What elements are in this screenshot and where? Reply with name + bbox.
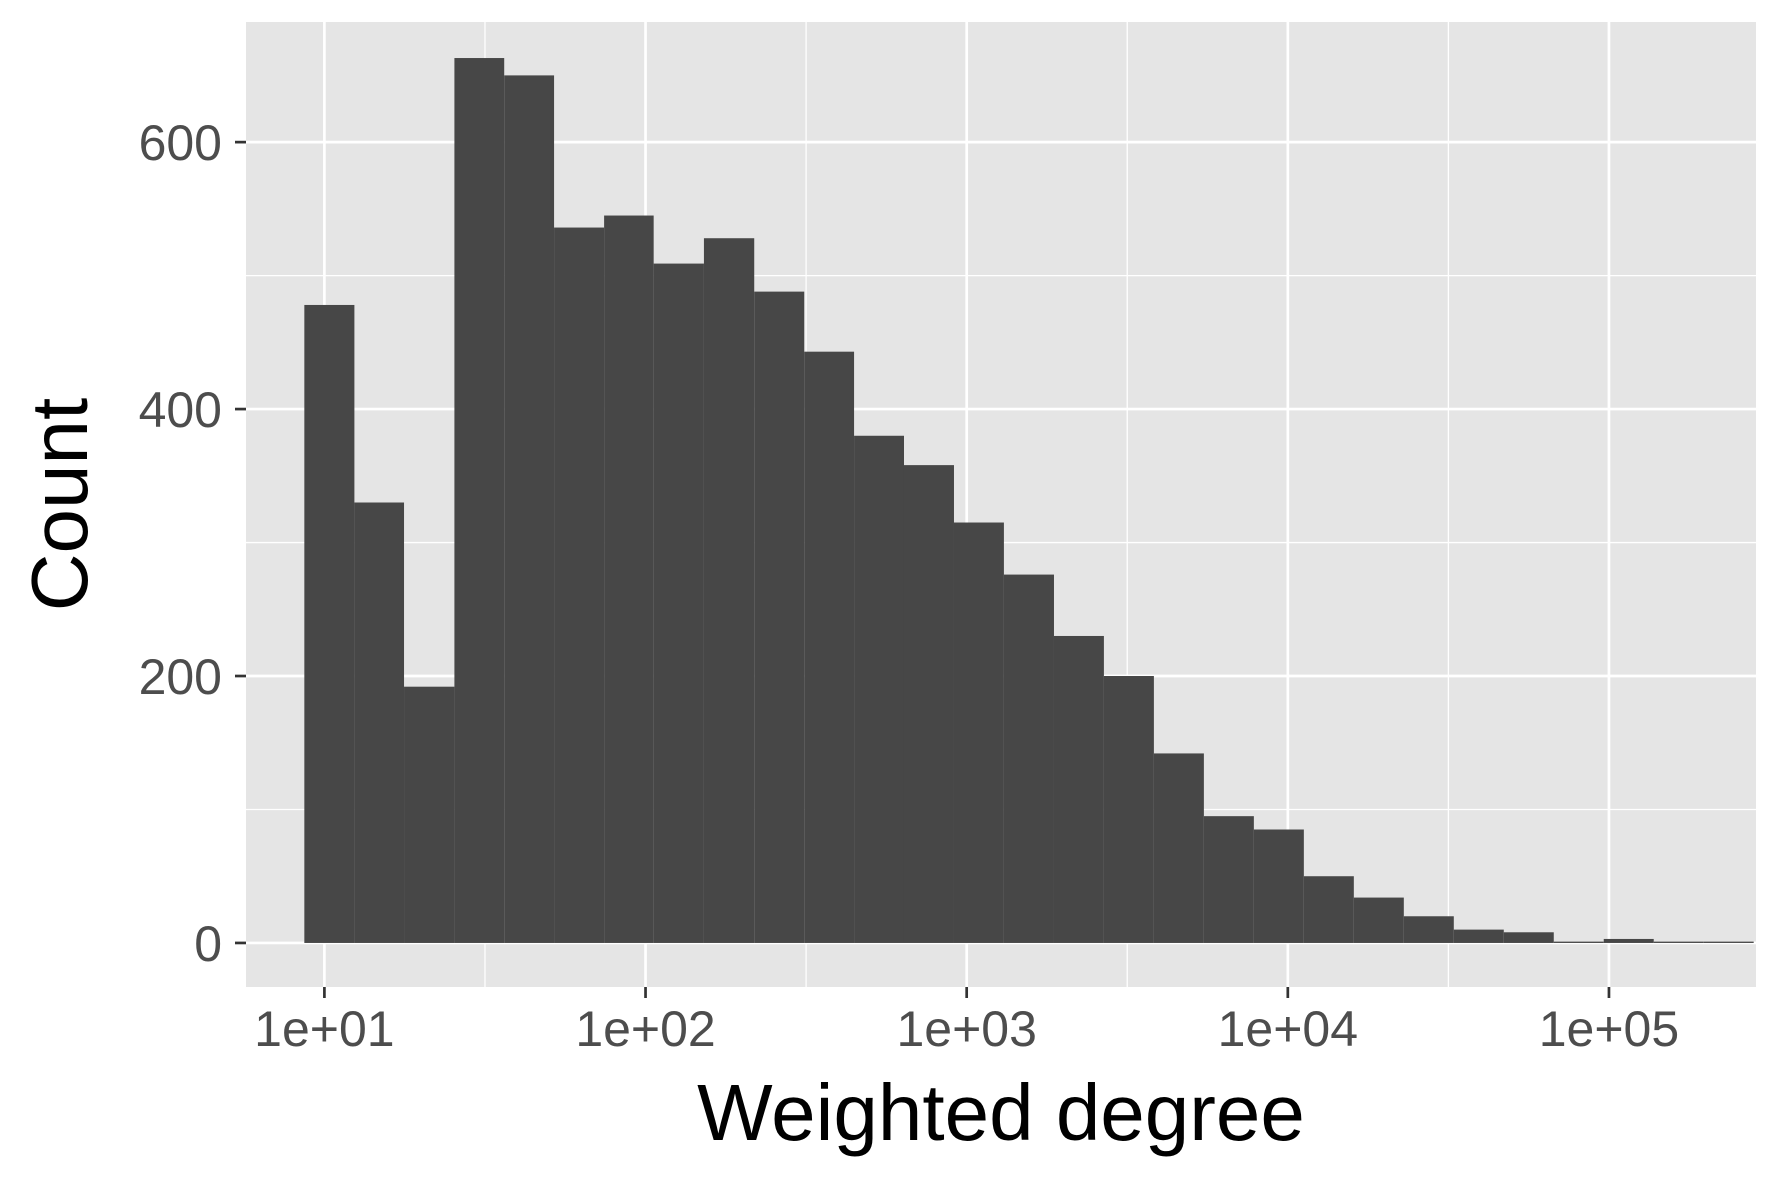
histogram-bar <box>1253 829 1304 943</box>
y-tick-label: 0 <box>194 916 222 972</box>
histogram-bar <box>1153 753 1204 943</box>
histogram-bar <box>1053 635 1104 943</box>
y-axis-tick-labels: 0 200 400 600 <box>139 115 222 972</box>
x-tick-label: 1e+05 <box>1539 1001 1679 1057</box>
x-axis-title: Weighted degree <box>697 1068 1305 1157</box>
histogram-bar <box>703 238 755 943</box>
histogram-bar <box>1303 876 1354 943</box>
histogram-bar <box>354 502 405 943</box>
histogram-bars <box>304 58 1754 943</box>
y-axis-title: Count <box>15 398 104 611</box>
x-axis-tick-labels: 1e+01 1e+02 1e+03 1e+04 1e+05 <box>254 1001 1679 1057</box>
histogram-bar <box>1403 916 1454 943</box>
histogram-bar <box>1003 574 1054 943</box>
histogram-bar <box>953 522 1004 943</box>
histogram-bar <box>504 75 555 943</box>
x-tick-label: 1e+03 <box>896 1001 1036 1057</box>
y-tick-label: 200 <box>139 649 222 705</box>
histogram-bar <box>1503 932 1554 943</box>
histogram-bar <box>554 227 605 943</box>
histogram-bar <box>604 215 654 943</box>
x-tick-label: 1e+04 <box>1218 1001 1358 1057</box>
histogram-bar <box>1653 941 1704 943</box>
y-tick-label: 600 <box>139 115 222 171</box>
histogram-bar <box>1103 676 1154 943</box>
histogram-bar <box>304 304 355 943</box>
histogram-bar <box>1203 816 1254 943</box>
histogram-bar <box>804 351 855 943</box>
x-tick-label: 1e+01 <box>254 1001 394 1057</box>
histogram-bar <box>1453 929 1504 943</box>
histogram-bar <box>653 263 704 943</box>
x-tick-label: 1e+02 <box>575 1001 715 1057</box>
histogram-bar <box>1703 941 1754 943</box>
histogram-bar <box>754 291 805 943</box>
y-tick-label: 400 <box>139 382 222 438</box>
histogram-bar <box>854 435 904 943</box>
histogram-bar <box>1553 941 1604 943</box>
axis-ticks <box>235 140 1611 998</box>
histogram-bar <box>1353 897 1404 943</box>
histogram-bar <box>1603 938 1654 943</box>
histogram-bar <box>903 465 954 943</box>
histogram-bar <box>454 58 505 943</box>
histogram-bar <box>404 686 455 943</box>
